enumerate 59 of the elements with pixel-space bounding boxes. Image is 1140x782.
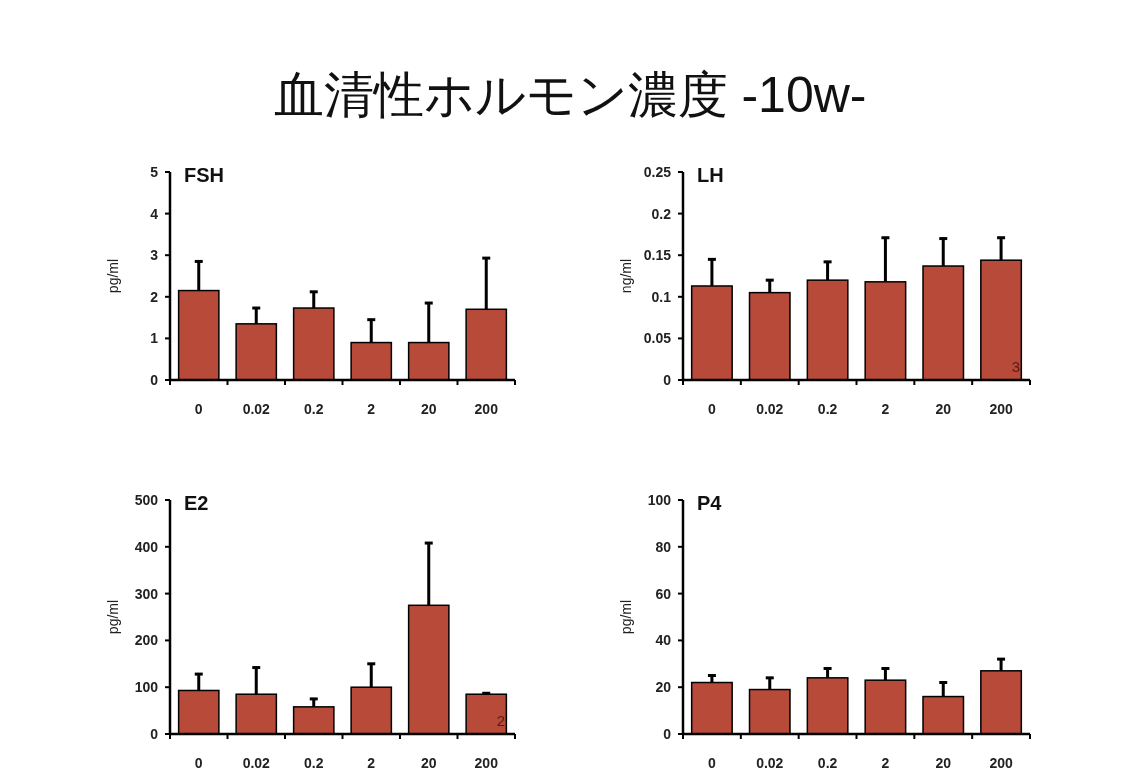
x-tick-label: 0.02 — [242, 755, 271, 771]
y-tick-label: 0 — [150, 726, 159, 742]
x-tick-label: 200 — [989, 401, 1013, 417]
y-tick-label: 4 — [150, 205, 159, 222]
y-tick-label: 2 — [150, 288, 159, 305]
y-tick-label: 0 — [663, 726, 672, 742]
y-tick-label: 20 — [655, 679, 672, 696]
x-tick-label: 2 — [881, 401, 890, 417]
y-tick-label: 1 — [150, 330, 159, 347]
y-tick-label: 0 — [150, 372, 159, 388]
y-tick-label: 100 — [647, 492, 672, 508]
y-tick-label: 3 — [150, 247, 159, 264]
x-tick-label: 0 — [194, 755, 203, 771]
x-tick-label: 2 — [881, 755, 890, 771]
x-tick-label: 0.2 — [304, 401, 324, 417]
y-tick-label: 0.05 — [643, 330, 672, 347]
x-tick-label: 20 — [935, 755, 952, 771]
x-tick-label: 0.2 — [304, 755, 324, 771]
y-tick-label: 200 — [134, 632, 159, 649]
x-tick-label: 0 — [708, 401, 717, 417]
x-tick-label: 20 — [420, 755, 437, 771]
x-tick-label: 0 — [194, 401, 203, 417]
y-tick-label: 0 — [663, 372, 672, 388]
x-tick-label: 0.02 — [756, 755, 784, 771]
x-tick-label: 200 — [474, 755, 499, 771]
x-tick-label: 2 — [367, 401, 376, 417]
y-tick-label: 100 — [134, 679, 159, 696]
y-tick-label: 40 — [655, 632, 672, 649]
x-tick-label: 2 — [367, 755, 376, 771]
x-tick-label: 0.2 — [817, 755, 838, 771]
chart-title: E2 — [184, 492, 209, 514]
text: 血清性ホルモン濃度 -10w- — [273, 67, 867, 123]
x-tick-label: 0.2 — [817, 401, 838, 417]
chart-title: P4 — [697, 492, 723, 514]
y-axis-title: pg/ml — [105, 258, 121, 294]
y-tick-label: 0.1 — [651, 288, 672, 305]
y-tick-label: 300 — [134, 585, 159, 602]
y-axis-title: pg/ml — [105, 599, 121, 635]
chart-title: FSH — [184, 164, 224, 186]
chart-title: LH — [697, 164, 724, 186]
x-tick-label: 0.02 — [242, 401, 271, 417]
x-tick-label: 200 — [989, 755, 1013, 771]
annotation: 3 — [1011, 358, 1020, 375]
x-tick-label: 0.02 — [756, 401, 784, 417]
y-axis-title: ng/ml — [618, 258, 634, 294]
y-tick-label: 80 — [655, 538, 672, 555]
y-axis-title: pg/ml — [618, 599, 634, 635]
y-tick-label: 0.2 — [651, 205, 672, 222]
x-tick-label: 0 — [708, 755, 717, 771]
x-tick-label: 20 — [935, 401, 952, 417]
x-tick-label: 20 — [420, 401, 437, 417]
y-tick-label: 0.25 — [643, 164, 672, 180]
annotation: 2 — [496, 712, 505, 729]
y-tick-label: 0.15 — [643, 247, 672, 264]
y-tick-label: 400 — [134, 538, 159, 555]
y-tick-label: 60 — [655, 585, 672, 602]
y-tick-label: 500 — [134, 492, 159, 508]
x-tick-label: 200 — [474, 401, 499, 417]
y-tick-label: 5 — [150, 164, 159, 180]
